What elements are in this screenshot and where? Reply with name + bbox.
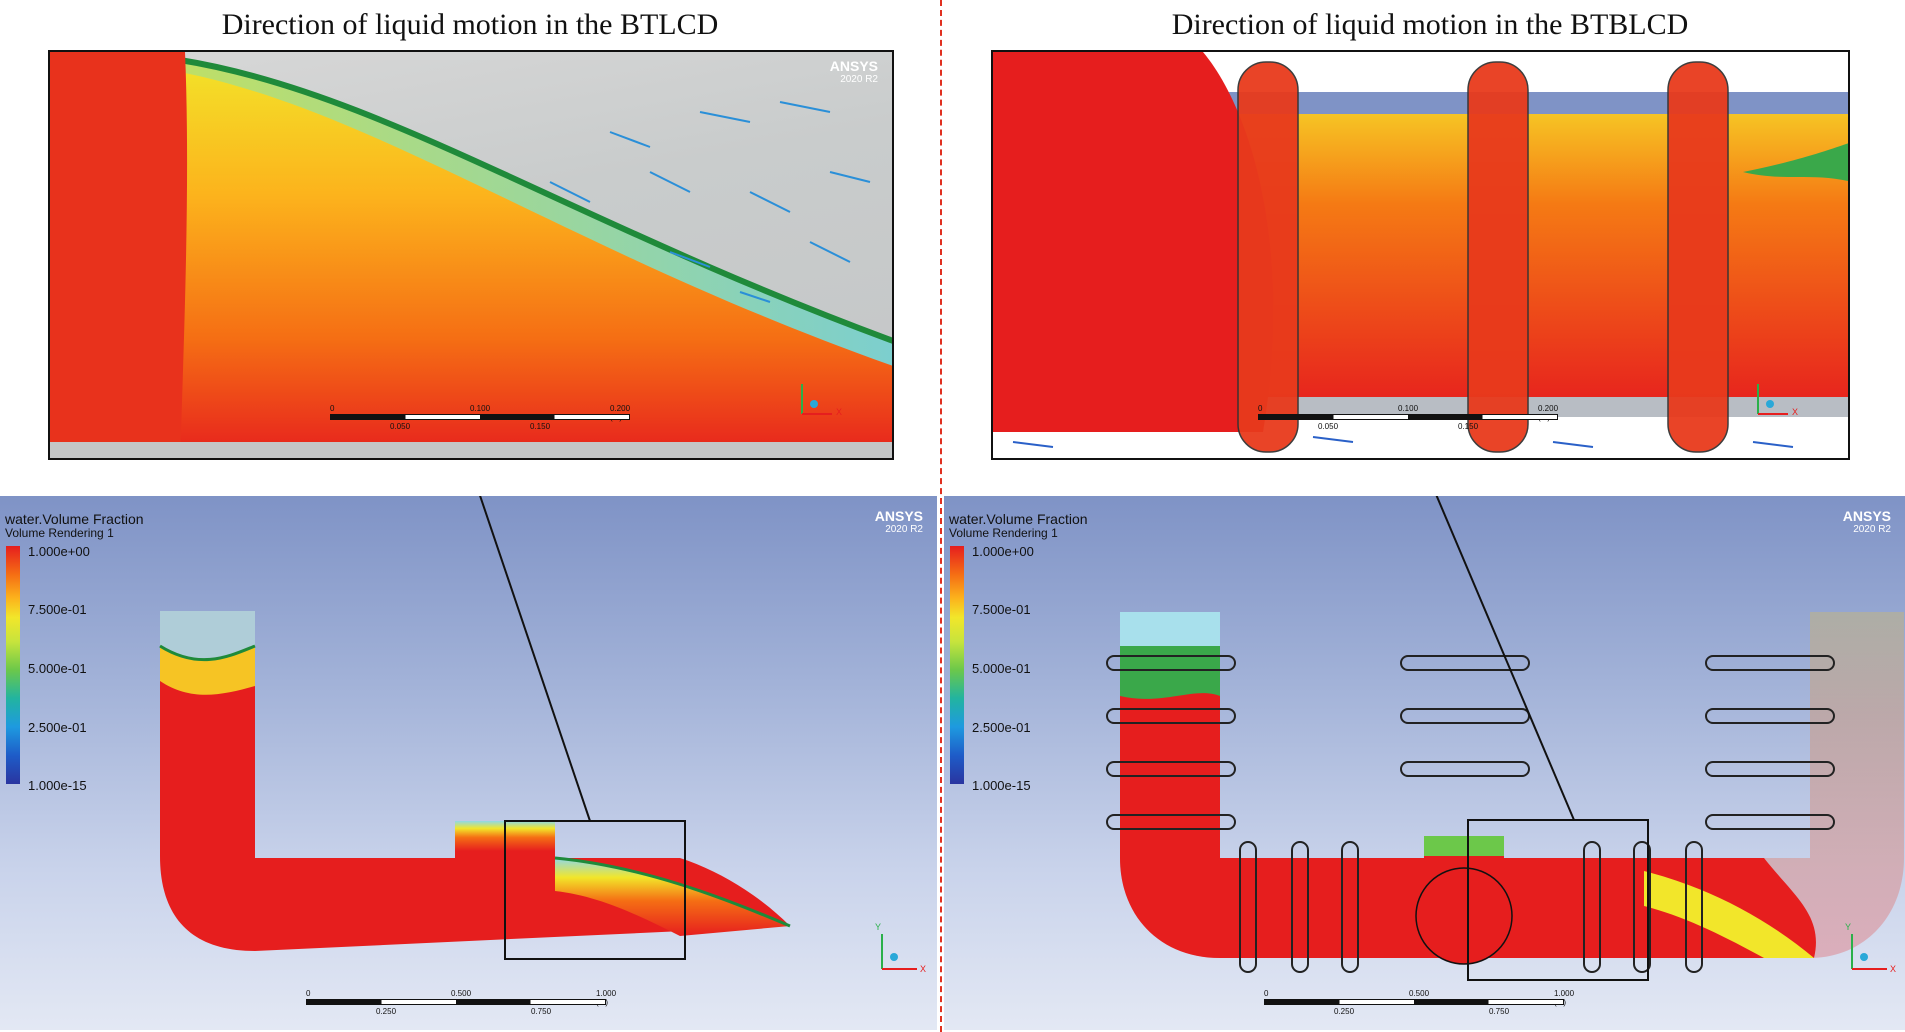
main-view-btlcd: water.Volume Fraction Volume Rendering 1… (0, 496, 937, 1030)
tick-4: 2.500e-01 (28, 720, 87, 735)
legend-btblcd: water.Volume Fraction Volume Rendering 1 (949, 511, 1088, 540)
tick-2: 7.500e-01 (28, 602, 87, 617)
axis-triad-zoom-left: X (792, 374, 852, 434)
legend-btlcd: water.Volume Fraction Volume Rendering 1 (5, 511, 144, 540)
zoom-view-btlcd: ANSYS 2020 R2 X 0 0.100 0.200 (m) 0.050 … (48, 50, 894, 460)
zoom-flow-field (993, 52, 1848, 453)
main-view-btblcd: water.Volume Fraction Volume Rendering 1… (944, 496, 1905, 1030)
colorbar-btblcd (950, 546, 964, 784)
btblcd-geometry (1106, 496, 1904, 981)
zoom-view-btblcd: ANSYS 2020 R2 X 0 0.100 0.200 (m) 0.050 … (991, 50, 1850, 460)
tick-5: 1.000e-15 (28, 778, 87, 793)
axis-triad-main-left: Y X (875, 922, 927, 974)
tick-3: 5.000e-01 (972, 661, 1031, 676)
btlcd-geometry (159, 496, 791, 960)
ansys-logo-zoom-left: ANSYS 2020 R2 (829, 58, 878, 85)
colorbar-btlcd (6, 546, 20, 784)
axis-triad-main-right: Y X (1845, 922, 1897, 974)
ansys-logo-main-right: ANSYS 2020 R2 (1842, 508, 1891, 535)
zoom-flow-field (50, 52, 892, 458)
axis-triad-zoom-right: X (1748, 374, 1808, 434)
tick-1: 1.000e+00 (28, 544, 90, 559)
ansys-logo-main-left: ANSYS 2020 R2 (874, 508, 923, 535)
tick-1: 1.000e+00 (972, 544, 1034, 559)
tick-3: 5.000e-01 (28, 661, 87, 676)
ansys-logo-zoom-right: ANSYS 2020 R2 (1785, 58, 1834, 85)
tick-2: 7.500e-01 (972, 602, 1031, 617)
panel-title-btlcd: Direction of liquid motion in the BTLCD (221, 8, 719, 41)
tick-4: 2.500e-01 (972, 720, 1031, 735)
tick-5: 1.000e-15 (972, 778, 1031, 793)
panel-title-btblcd: Direction of liquid motion in the BTBLCD (1171, 8, 1689, 41)
panel-divider (940, 0, 942, 1032)
